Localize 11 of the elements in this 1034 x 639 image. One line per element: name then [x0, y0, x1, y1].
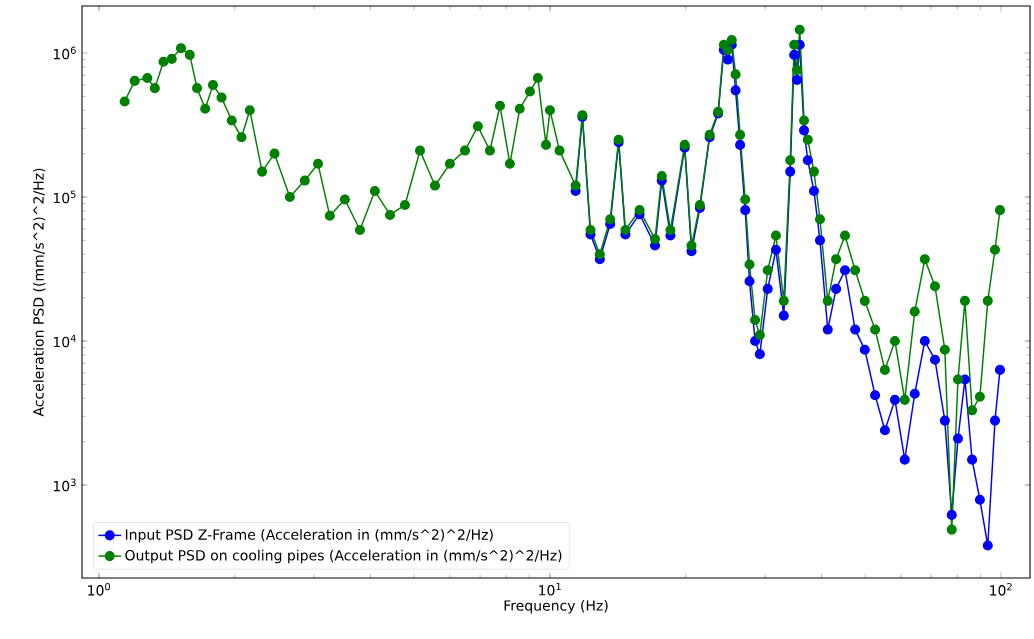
- x-tick-label: 10$^{2}$: [990, 582, 1012, 596]
- y-axis-title: Acceleration PSD ((mm/s^2)^2/Hz): [32, 168, 46, 417]
- legend-label: Output PSD on cooling pipes (Acceleration in (mm/s^2)^2/Hz): [125, 549, 562, 564]
- y-tick-label: 10$^{3}$: [53, 478, 76, 492]
- x-axis-title: Frequency (Hz): [504, 599, 608, 614]
- x-tick-label: 10$^{0}$: [88, 582, 111, 596]
- x-tick-label: 10$^{1}$: [539, 582, 561, 596]
- y-tick-label: 10$^{5}$: [53, 190, 76, 204]
- legend-label: Input PSD Z-Frame (Acceleration in (mm/s^2)^2/Hz): [125, 529, 493, 543]
- y-tick-label: 10$^{4}$: [53, 334, 76, 348]
- y-tick-label: 10$^{6}$: [53, 46, 76, 60]
